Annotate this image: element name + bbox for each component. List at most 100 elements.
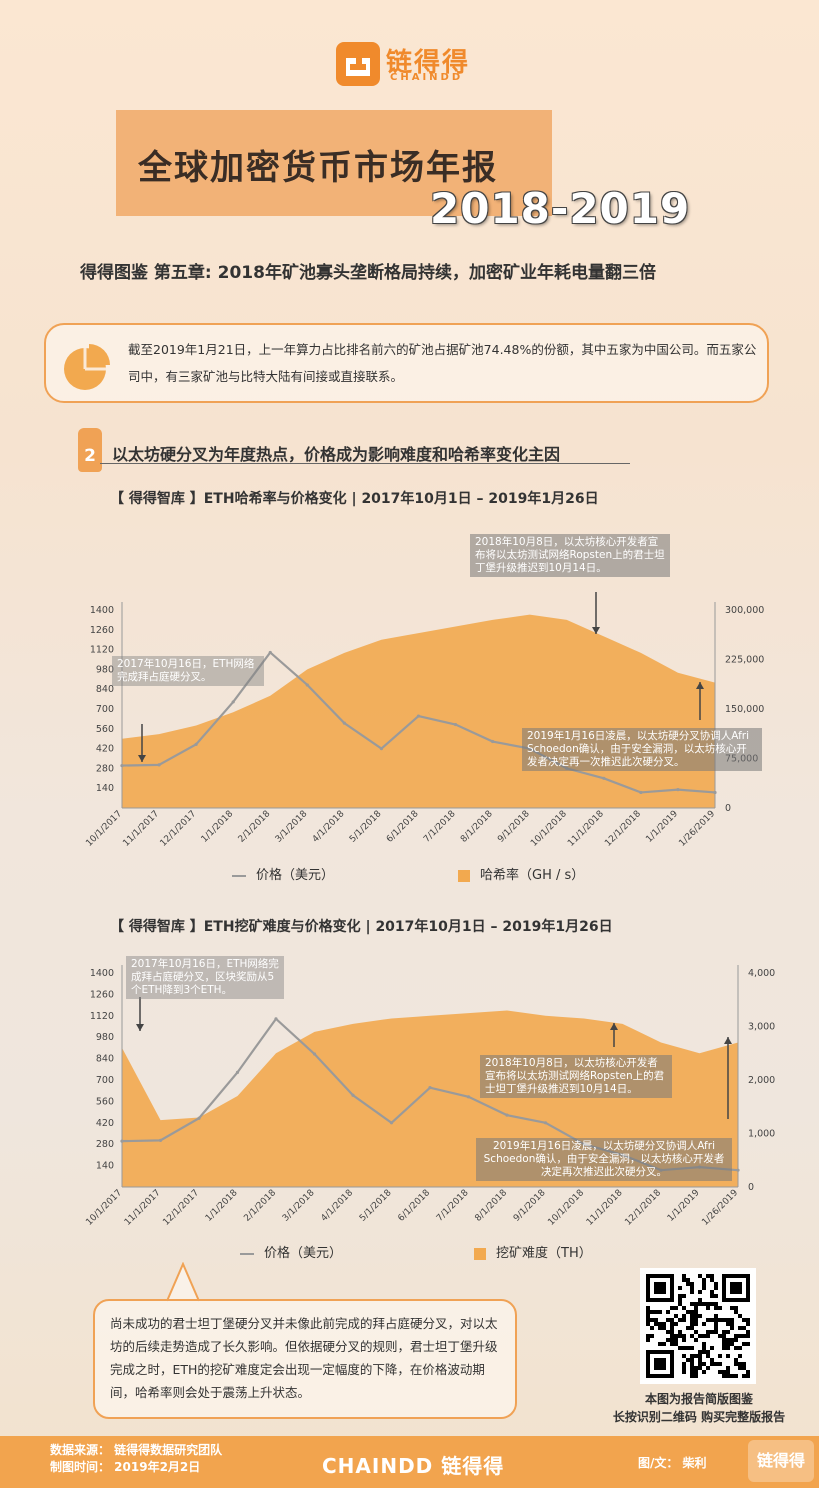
price-point <box>194 742 198 746</box>
x-tick-label: 2/1/2018 <box>242 1188 278 1224</box>
qr-module <box>718 1354 722 1358</box>
qr-module <box>658 1310 662 1314</box>
qr-module <box>710 1294 714 1298</box>
qr-module <box>714 1318 718 1322</box>
qr-module <box>714 1326 718 1330</box>
legend-label: 价格（美元） <box>264 1246 343 1261</box>
qr-module <box>726 1346 730 1350</box>
x-tick-label: 12/1/2018 <box>623 1188 663 1228</box>
arrow-byzantium-head <box>136 1024 144 1031</box>
qr-module <box>682 1370 686 1374</box>
qr-module <box>702 1282 706 1286</box>
legend-line-swatch <box>232 874 246 877</box>
footer-logo-badge: 链得得 <box>748 1440 814 1482</box>
price-point <box>197 1116 201 1120</box>
qr-module <box>646 1306 650 1310</box>
price-point <box>157 763 161 767</box>
qr-module <box>670 1318 674 1322</box>
qr-module <box>670 1334 674 1338</box>
y-tick-left: 1120 <box>90 1011 114 1022</box>
qr-module <box>662 1342 666 1346</box>
qr-module <box>726 1374 730 1378</box>
qr-module <box>714 1306 718 1310</box>
y-tick-right: 225,000 <box>725 655 764 666</box>
footer-author: 图/文： 柴利 <box>638 1456 707 1470</box>
logo-mark <box>336 42 380 86</box>
qr-module <box>694 1314 698 1318</box>
y-tick-left: 980 <box>96 1032 114 1043</box>
y-tick-right: 0 <box>748 1182 754 1193</box>
qr-module <box>726 1338 730 1342</box>
y-tick-left: 560 <box>96 724 114 735</box>
qr-module <box>674 1306 678 1310</box>
x-tick-label: 9/1/2018 <box>496 809 532 845</box>
qr-module <box>742 1342 746 1346</box>
qr-module <box>722 1338 726 1342</box>
qr-module <box>694 1374 698 1378</box>
qr-module <box>690 1354 694 1358</box>
qr-module <box>734 1338 738 1342</box>
qr-module <box>710 1290 714 1294</box>
qr-module <box>686 1310 690 1314</box>
y-tick-left: 420 <box>96 1118 114 1129</box>
qr-finder <box>654 1282 666 1294</box>
qr-module <box>690 1366 694 1370</box>
qr-module <box>698 1362 702 1366</box>
qr-module <box>722 1318 726 1322</box>
chart2-note-byzantium: 2017年10月16日，ETH网络完成拜占庭硬分叉，区块奖励从5个ETH降到3个… <box>126 956 284 999</box>
qr-module <box>742 1326 746 1330</box>
price-point <box>639 790 643 795</box>
footer-bar <box>0 1436 819 1488</box>
qr-module <box>746 1370 750 1374</box>
qr-module <box>726 1318 730 1322</box>
qr-module <box>698 1358 702 1362</box>
y-tick-right: 2,000 <box>748 1075 775 1086</box>
qr-module <box>702 1350 706 1354</box>
qr-module <box>682 1334 686 1338</box>
arrow-delay-head <box>696 682 704 689</box>
area-series-chart1 <box>122 614 715 808</box>
footer-brand: CHAINDD 链得得 <box>322 1454 505 1478</box>
logo-text: 链得得 <box>386 48 471 78</box>
y-tick-right: 150,000 <box>725 704 764 715</box>
price-point <box>389 1121 394 1125</box>
x-tick-label: 8/1/2018 <box>473 1188 509 1224</box>
x-tick-label: 3/1/2018 <box>281 1188 317 1224</box>
qr-module <box>670 1338 674 1342</box>
qr-module <box>726 1322 730 1326</box>
summary-text: 截至2019年1月21日，上一年算力占比排名前六的矿池占据矿池74.48%的份额… <box>128 342 757 384</box>
qr-module <box>646 1314 650 1318</box>
y-tick-right: 0 <box>725 803 731 814</box>
qr-caption: 本图为报告简版图鉴 长按识别二维码 购买完整版报告 <box>596 1390 802 1426</box>
page-year: 2018-2019 <box>430 184 691 233</box>
qr-module <box>666 1310 670 1314</box>
pie-chart-icon <box>62 342 112 396</box>
qr-code-image <box>646 1274 750 1378</box>
x-tick-label: 5/1/2018 <box>358 1188 394 1224</box>
qr-code[interactable] <box>640 1268 756 1384</box>
qr-module <box>742 1318 746 1322</box>
qr-module <box>666 1338 670 1342</box>
qr-module <box>730 1374 734 1378</box>
arrow-ropsten-head <box>610 1023 618 1030</box>
qr-module <box>706 1274 710 1278</box>
qr-module <box>714 1322 718 1326</box>
qr-module <box>702 1370 706 1374</box>
qr-module <box>682 1338 686 1342</box>
qr-module <box>686 1326 690 1330</box>
x-tick-label: 3/1/2018 <box>274 809 310 845</box>
qr-module <box>682 1278 686 1282</box>
qr-module <box>734 1346 738 1350</box>
price-point <box>305 683 309 687</box>
qr-module <box>682 1318 686 1322</box>
qr-module <box>746 1318 750 1322</box>
qr-module <box>710 1330 714 1334</box>
footer-source: 数据来源： 链得得数据研究团队 <box>50 1443 223 1457</box>
section-tag <box>78 428 102 472</box>
y-tick-left: 560 <box>96 1096 114 1107</box>
qr-module <box>650 1310 654 1314</box>
qr-module <box>694 1330 698 1334</box>
qr-module <box>646 1338 650 1342</box>
qr-module <box>702 1278 706 1282</box>
qr-module <box>682 1354 686 1358</box>
